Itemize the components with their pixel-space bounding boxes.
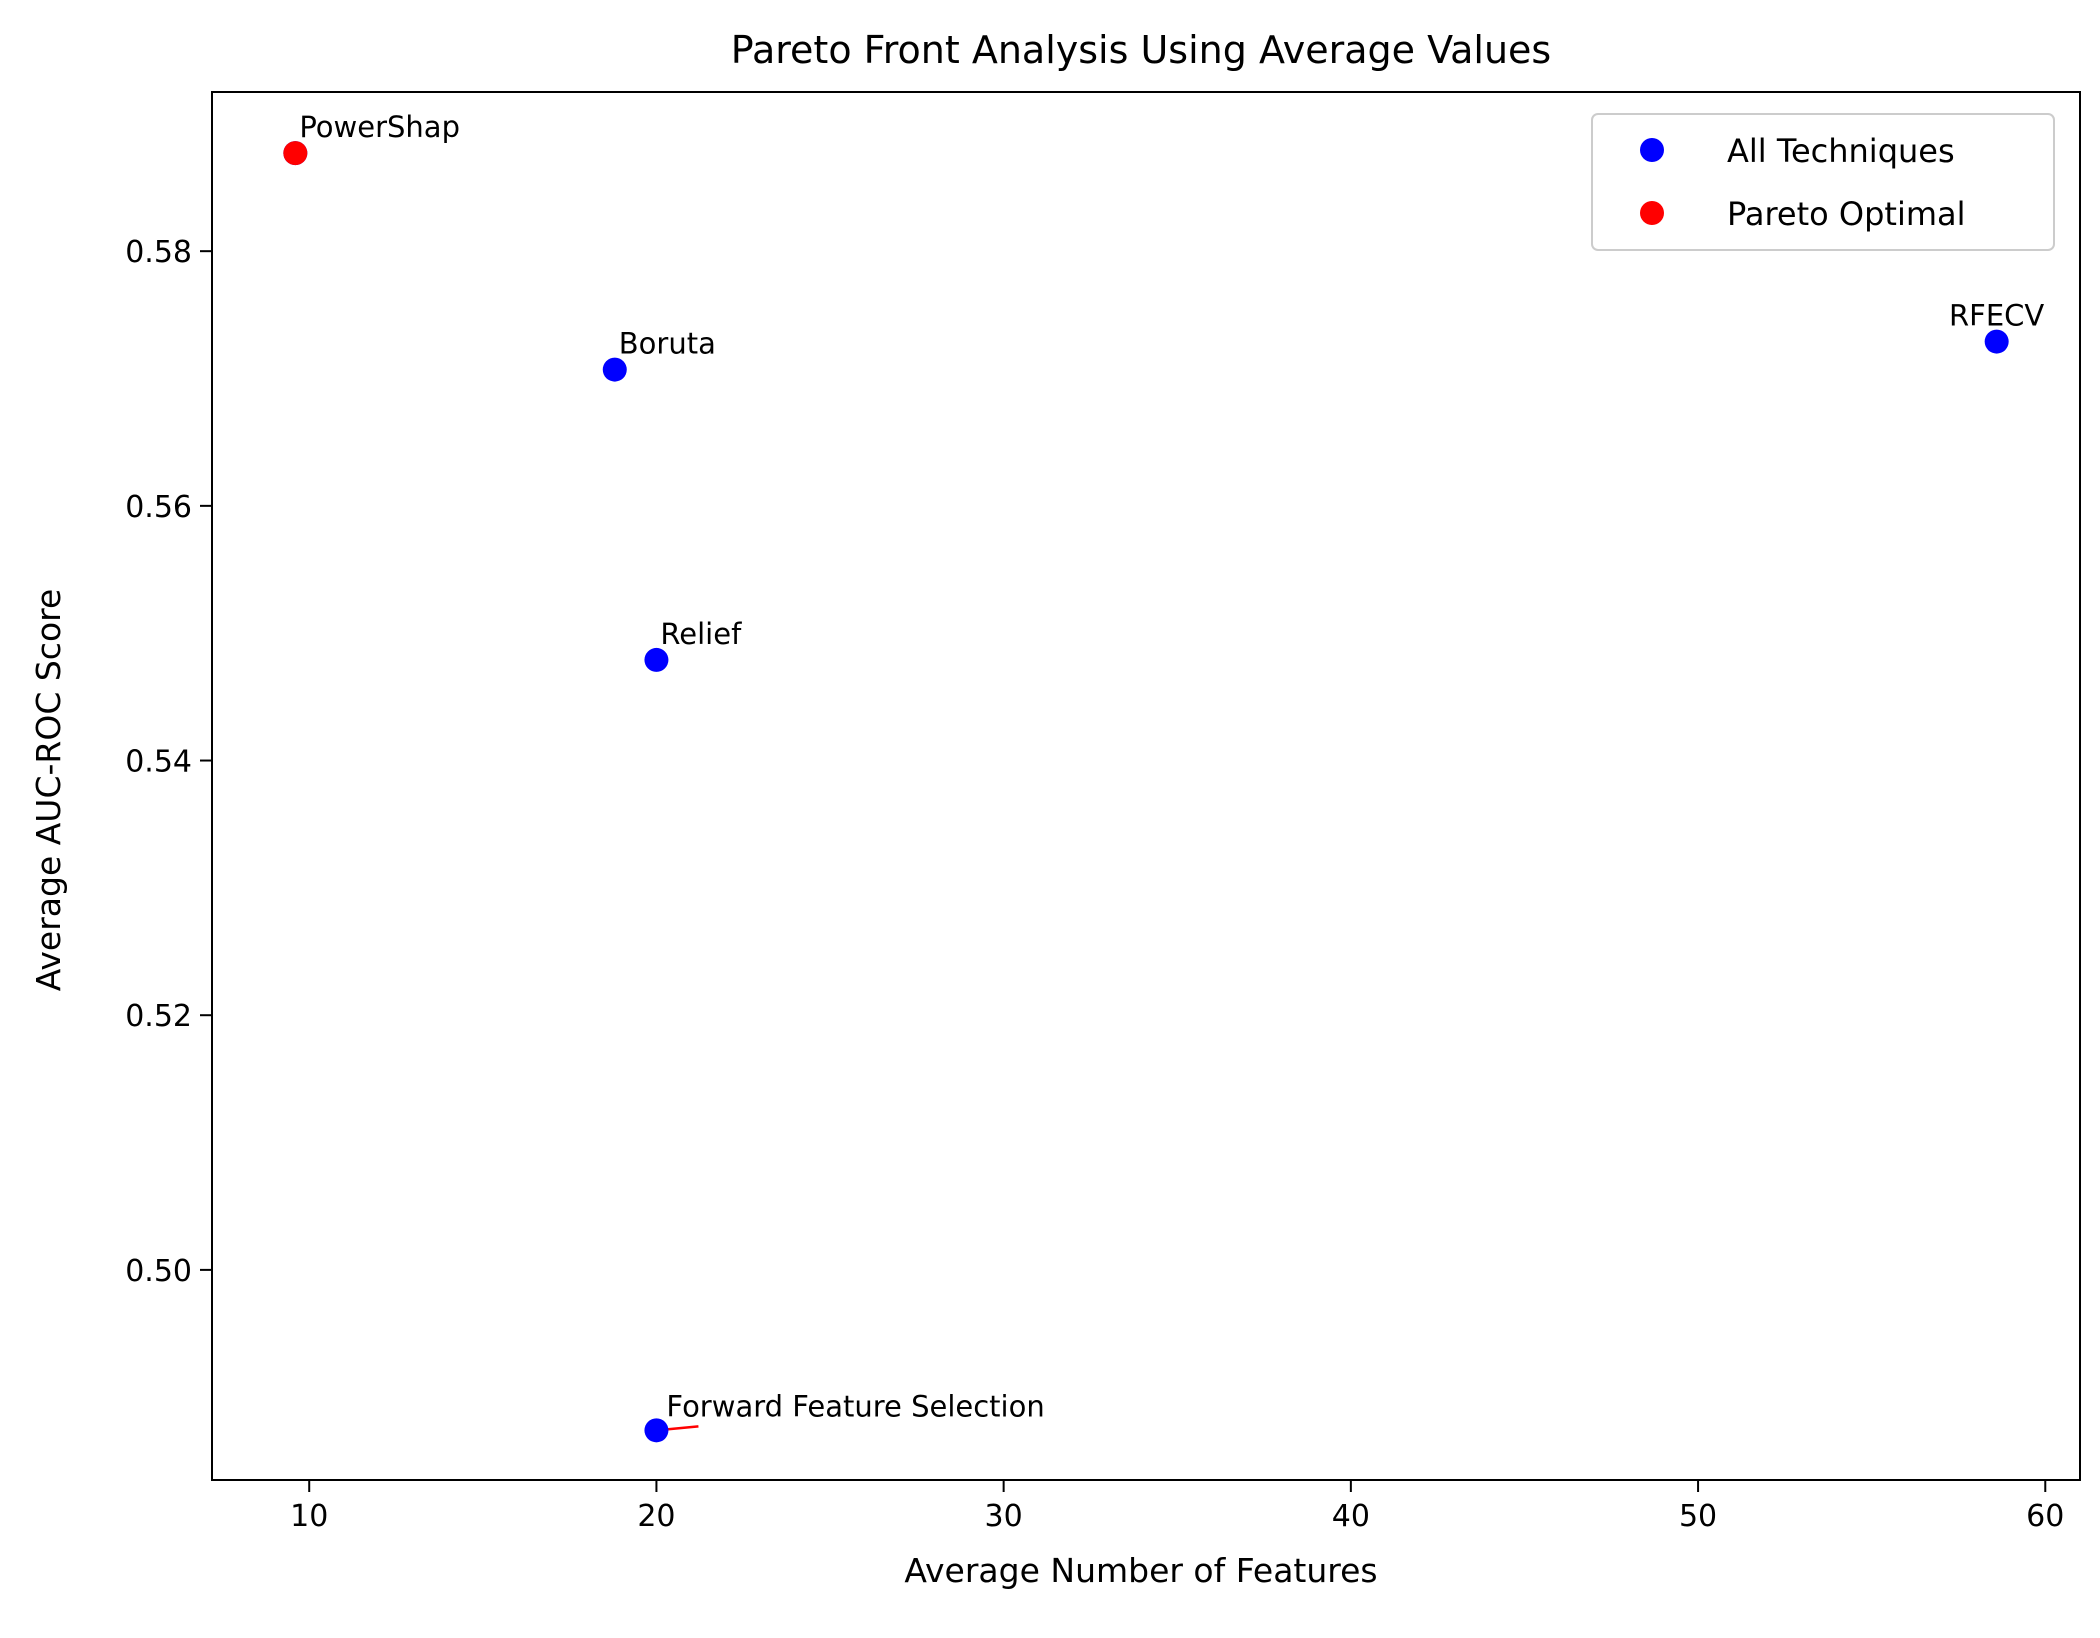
x-tick-label: 60 (2026, 1499, 2064, 1534)
technique-point (1984, 329, 2009, 354)
y-tick-label: 0.50 (125, 1254, 192, 1289)
point-annotation-label: Forward Feature Selection (666, 1389, 1044, 1423)
y-tick-label: 0.58 (125, 235, 192, 270)
plot-layer: PowerShap Boruta Relief Forward Feature Sel… (283, 110, 2044, 1443)
x-tick-label: 40 (1332, 1499, 1370, 1534)
legend-marker (1640, 201, 1664, 225)
chart-title: Pareto Front Analysis Using Average Valu… (731, 28, 1551, 72)
point-annotation-label: RFECV (1949, 299, 2044, 333)
y-tick-label: 0.52 (125, 999, 192, 1034)
x-tick-label: 50 (1679, 1499, 1717, 1534)
legend-entry-label: Pareto Optimal (1727, 195, 1966, 233)
y-tick-label: 0.56 (125, 490, 192, 525)
x-axis-label: Average Number of Features (904, 1551, 1377, 1590)
y-tick-label: 0.54 (125, 745, 192, 780)
point-annotation-label: PowerShap (299, 110, 460, 144)
x-tick-label: 20 (637, 1499, 675, 1534)
point-annotation-label: Relief (660, 617, 742, 651)
technique-point (644, 647, 669, 672)
x-tick-label: 10 (290, 1499, 328, 1534)
pareto-optimal-point (283, 141, 308, 166)
point-annotation-label: Boruta (619, 327, 716, 361)
technique-point (644, 1418, 669, 1443)
legend-marker (1640, 138, 1664, 162)
x-tick-label: 30 (985, 1499, 1023, 1534)
ticks-layer: 10 20 30 40 50 60 0.50 0.52 0.54 0.56 0.58 (125, 235, 2064, 1534)
y-axis-label: Average AUC-ROC Score (29, 589, 68, 992)
technique-point (602, 357, 627, 382)
legend-entry-label: All Techniques (1727, 132, 1955, 170)
plot-frame (211, 91, 2081, 1481)
legend-box (1591, 113, 2055, 251)
legend: All Techniques Pareto Optimal (1591, 113, 2055, 251)
